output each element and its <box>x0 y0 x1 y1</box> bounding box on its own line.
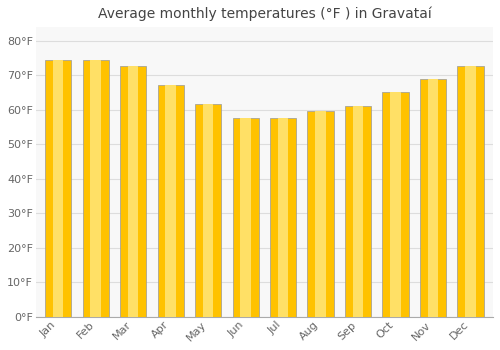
Bar <box>382 92 408 317</box>
Bar <box>45 60 72 317</box>
Bar <box>166 85 176 317</box>
Bar <box>158 85 184 317</box>
Bar <box>428 79 438 317</box>
Bar <box>82 60 109 317</box>
Bar <box>420 79 446 317</box>
Bar <box>466 66 476 317</box>
Bar <box>458 66 483 317</box>
Bar <box>345 106 371 317</box>
Title: Average monthly temperatures (°F ) in Gravataí: Average monthly temperatures (°F ) in Gr… <box>98 7 431 21</box>
Bar <box>353 106 364 317</box>
Bar <box>203 105 213 317</box>
Bar <box>270 118 296 317</box>
Bar <box>232 118 259 317</box>
Bar <box>90 60 101 317</box>
Bar <box>53 60 64 317</box>
Bar <box>240 118 251 317</box>
Bar <box>195 105 222 317</box>
Bar <box>316 111 326 317</box>
Bar <box>278 118 288 317</box>
Bar <box>390 92 401 317</box>
Bar <box>120 66 146 317</box>
Bar <box>128 66 138 317</box>
Bar <box>308 111 334 317</box>
